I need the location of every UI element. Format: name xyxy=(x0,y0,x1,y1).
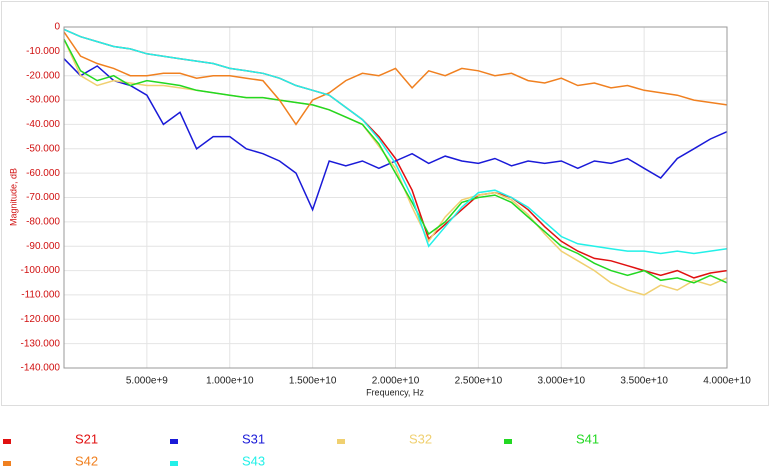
series-line xyxy=(63,38,728,296)
x-tick-label: 2.000e+10 xyxy=(372,376,420,387)
legend-label: S31 xyxy=(242,431,265,446)
legend-marker xyxy=(170,439,178,444)
x-axis-title: Frequency, Hz xyxy=(366,387,424,397)
chart-panel xyxy=(1,1,769,406)
x-tick-label: 1.000e+10 xyxy=(206,376,254,387)
y-tick-label: -20.000 xyxy=(26,70,60,81)
series-line xyxy=(63,28,728,255)
legend-marker xyxy=(504,439,512,444)
legend-label: S21 xyxy=(75,431,98,446)
y-tick-label: -110.000 xyxy=(21,290,60,301)
y-tick-label: -60.000 xyxy=(26,168,60,179)
legend-marker xyxy=(3,439,11,444)
y-tick-label: 0 xyxy=(54,22,60,33)
series-line xyxy=(63,58,728,212)
x-tick-label: 4.000e+10 xyxy=(703,376,751,387)
series-line xyxy=(63,31,728,126)
x-tick-label: 1.500e+10 xyxy=(289,376,337,387)
y-tick-label: -140.000 xyxy=(21,363,61,374)
legend-label: S42 xyxy=(75,453,98,468)
legend-marker xyxy=(337,439,345,444)
legend-marker xyxy=(3,461,11,466)
y-tick-label: -50.000 xyxy=(26,143,60,154)
legend-label: S43 xyxy=(242,453,265,468)
y-tick-label: -120.000 xyxy=(21,314,61,325)
y-tick-label: -30.000 xyxy=(26,95,60,106)
y-tick-label: -10.000 xyxy=(26,46,60,57)
x-tick-label: 5.000e+9 xyxy=(126,376,168,387)
legend-label: S32 xyxy=(409,431,432,446)
x-tick-label: 3.500e+10 xyxy=(620,376,668,387)
y-tick-label: -130.000 xyxy=(21,338,61,349)
y-tick-label: -100.000 xyxy=(21,265,61,276)
y-tick-label: -40.000 xyxy=(26,119,60,130)
series-line xyxy=(63,38,728,284)
y-tick-label: -70.000 xyxy=(26,192,60,203)
legend-marker xyxy=(170,461,178,466)
legend: S21 S31 S32 S41 S42 S43 xyxy=(3,431,599,468)
y-axis-title: Magnitude, dB xyxy=(8,168,18,226)
x-tick-label: 2.500e+10 xyxy=(455,376,503,387)
legend-label: S41 xyxy=(576,431,599,446)
plot-frame xyxy=(63,26,728,369)
y-tick-label: -90.000 xyxy=(26,241,60,252)
y-tick-label: -80.000 xyxy=(26,216,60,227)
x-tick-label: 3.000e+10 xyxy=(537,376,585,387)
